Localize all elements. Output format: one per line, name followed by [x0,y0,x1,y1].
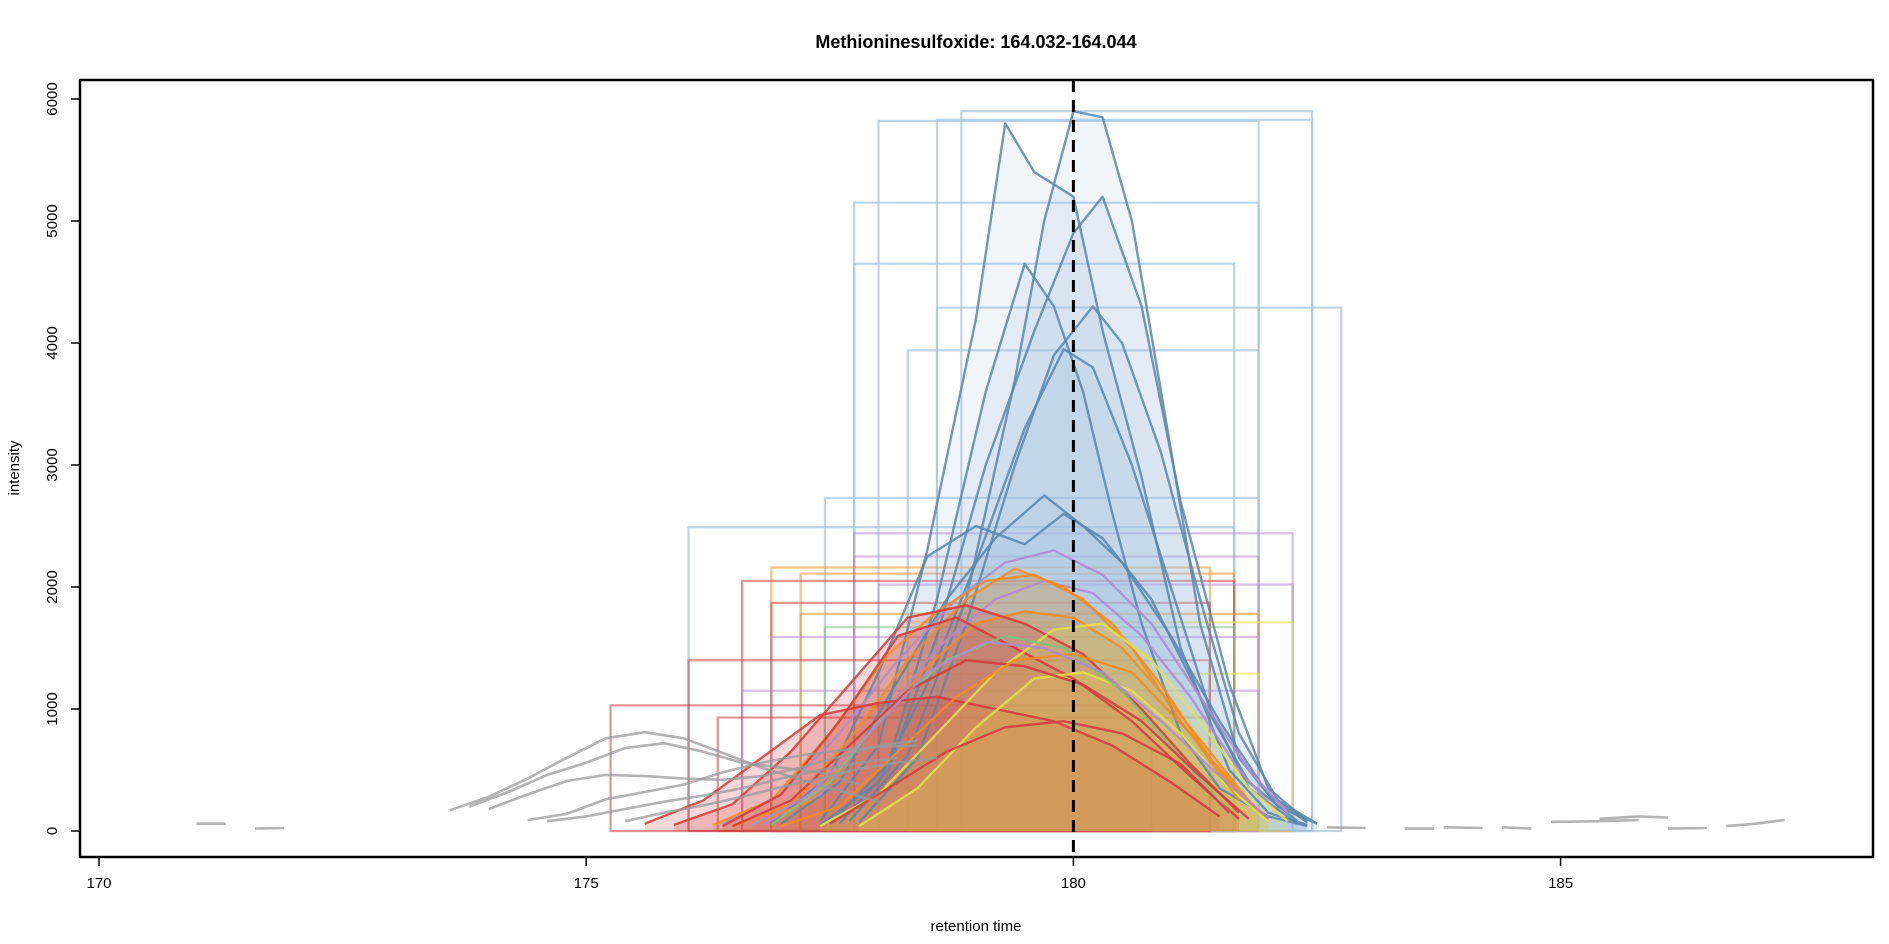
series-line-green [770,634,1231,826]
x-tick-label: 180 [1061,875,1086,892]
peak-area-red [644,696,1220,831]
y-tick-label: 6000 [44,82,61,115]
series-line-orange [780,652,1240,828]
peak-lines [196,109,1785,830]
series-line-orange [731,567,1260,828]
y-tick-label: 1000 [44,692,61,725]
series-line-grey [1326,826,1366,830]
y-axis: 0 1000 2000 3000 4000 5000 6000 [44,82,80,835]
series-line-red [644,695,1221,825]
y-tick-label: 5000 [44,204,61,237]
series-line-grey [1599,815,1668,821]
x-tick-label: 175 [574,875,599,892]
chart-title: Methioninesulfoxide: 164.032-164.044 [815,32,1136,52]
series-line-grey [1443,826,1483,830]
peak-area-red [673,605,1239,831]
plot-frame [78,78,1875,859]
series-line-grey [254,826,285,830]
series-line-red [673,604,1240,827]
series-line-grey [547,756,899,823]
peak-boxes [609,110,1343,833]
x-tick-label: 170 [86,875,111,892]
series-line-purple [722,549,1289,825]
series-line-grey [527,744,918,822]
x-tick-label: 185 [1548,875,1573,892]
series-line-blue [780,494,1309,825]
series-line-grey [1550,818,1639,824]
series-line-blue [819,122,1308,827]
series-line-blue [828,262,1308,828]
x-axis-label: retention time [931,918,1022,935]
series-line-red [829,720,1231,825]
peak-area-yellow [859,672,1269,831]
y-tick-label: 2000 [44,570,61,603]
peak-area-yellow [820,623,1288,831]
peak-area-orange [712,574,1269,831]
peak-area-blue [829,263,1308,831]
y-tick-label: 3000 [44,448,61,481]
y-axis-label: intensity [6,440,23,496]
series-line-grey [1502,826,1532,830]
y-tick-label: 4000 [44,326,61,359]
x-axis: 170 175 180 185 [86,857,1573,892]
y-tick-label: 0 [44,827,61,835]
series-line-grey [1667,826,1707,830]
series-line-red [722,616,1240,828]
series-line-grey [624,756,938,823]
series-line-orange [751,610,1260,828]
peak-area-orange [751,611,1259,831]
series-line-purple [751,640,1270,828]
series-line-yellow [819,622,1289,828]
series-line-blue [858,305,1318,825]
series-line-grey [1726,818,1785,828]
